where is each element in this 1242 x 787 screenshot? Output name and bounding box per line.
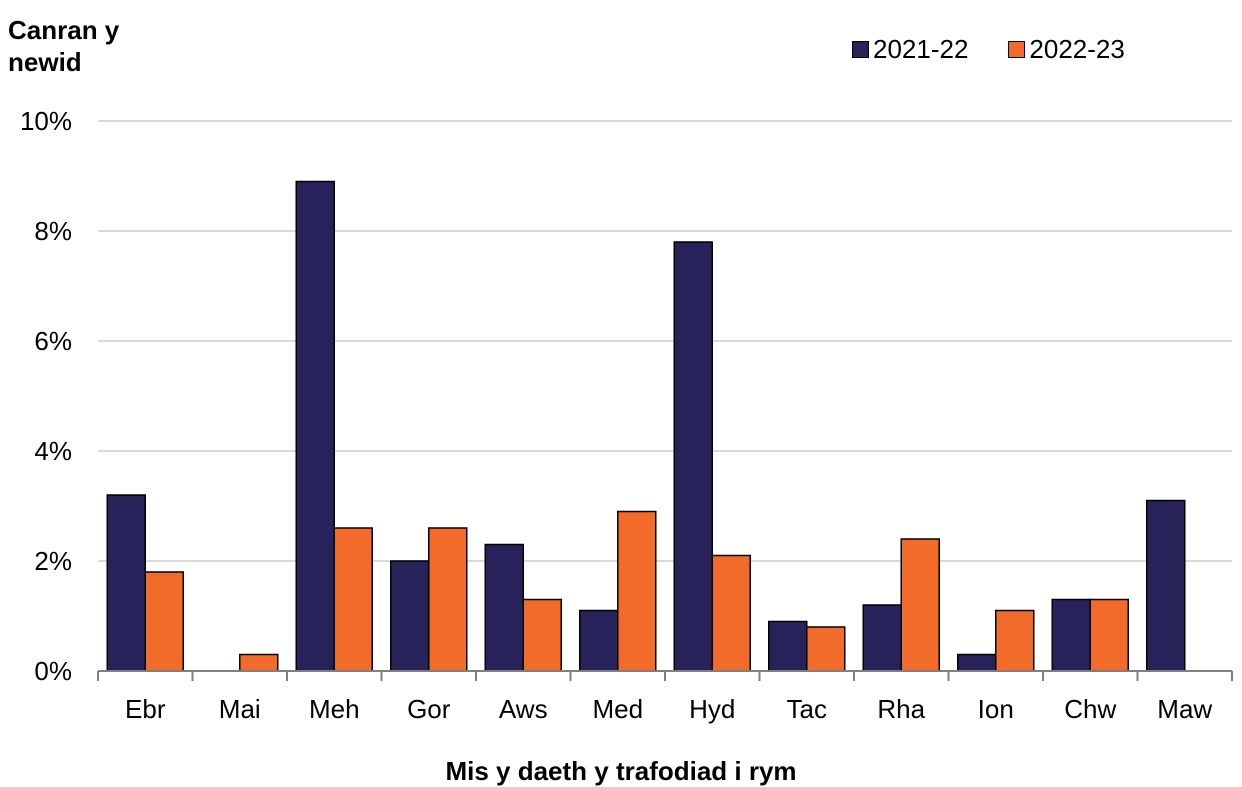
bar-2021-22-Rha <box>862 604 902 672</box>
bar-2021-22-Hyd <box>673 241 713 672</box>
x-tick-label: Aws <box>499 694 548 724</box>
bar-2022-23-Hyd <box>711 554 751 672</box>
bar-2022-23-Meh <box>333 527 373 672</box>
y-tick-label: 10% <box>20 106 72 136</box>
y-tick-label: 6% <box>34 326 72 356</box>
legend-item-series-1: 2021-22 <box>852 34 968 65</box>
bar-2022-23-Rha <box>900 538 940 672</box>
x-tick-label: Rha <box>877 694 925 724</box>
x-tick-label: Med <box>592 694 643 724</box>
y-tick-label: 0% <box>34 656 72 686</box>
legend-label-series-1: 2021-22 <box>873 34 969 64</box>
legend: 2021-22 2022-23 <box>852 34 1165 65</box>
y-tick-label: 8% <box>34 216 72 246</box>
bar-2021-22-Aws <box>484 543 524 672</box>
bar-2021-22-Ebr <box>106 494 146 672</box>
bar-2021-22-Chw <box>1051 598 1091 672</box>
bar-2022-23-Tac <box>806 626 846 672</box>
y-axis-title: Canran y newid <box>8 15 120 77</box>
y-tick-label: 4% <box>34 436 72 466</box>
bar-2021-22-Ion <box>957 653 997 672</box>
x-tick-label: Meh <box>309 694 360 724</box>
x-tick-label: Maw <box>1157 694 1212 724</box>
legend-label-series-2: 2022-23 <box>1029 34 1125 64</box>
legend-swatch-series-1 <box>852 41 869 58</box>
bar-2022-23-Gor <box>428 527 468 672</box>
x-tick-label: Ebr <box>125 694 166 724</box>
bar-2021-22-Gor <box>390 560 430 672</box>
bar-2022-23-Ion <box>995 609 1035 672</box>
x-tick-label: Mai <box>219 694 261 724</box>
bar-2021-22-Meh <box>295 180 335 672</box>
bar-2021-22-Maw <box>1146 499 1186 672</box>
bar-2022-23-Med <box>617 510 657 672</box>
x-tick-label: Chw <box>1064 694 1116 724</box>
x-tick-label: Tac <box>787 694 827 724</box>
x-axis-title: Mis y daeth y trafodiad i rym <box>445 756 797 786</box>
x-tick-label: Hyd <box>689 694 735 724</box>
bar-2022-23-Chw <box>1089 598 1129 672</box>
bar-2022-23-Ebr <box>144 571 184 672</box>
legend-swatch-series-2 <box>1008 41 1026 58</box>
x-tick-label: Ion <box>978 694 1014 724</box>
x-tick-label: Gor <box>407 694 451 724</box>
y-tick-label: 2% <box>34 546 72 576</box>
legend-item-series-2: 2022-23 <box>1008 34 1125 65</box>
bar-2022-23-Aws <box>522 598 562 672</box>
bar-2021-22-Tac <box>768 620 808 672</box>
bar-2022-23-Mai <box>239 653 279 672</box>
bar-2021-22-Med <box>579 609 619 672</box>
